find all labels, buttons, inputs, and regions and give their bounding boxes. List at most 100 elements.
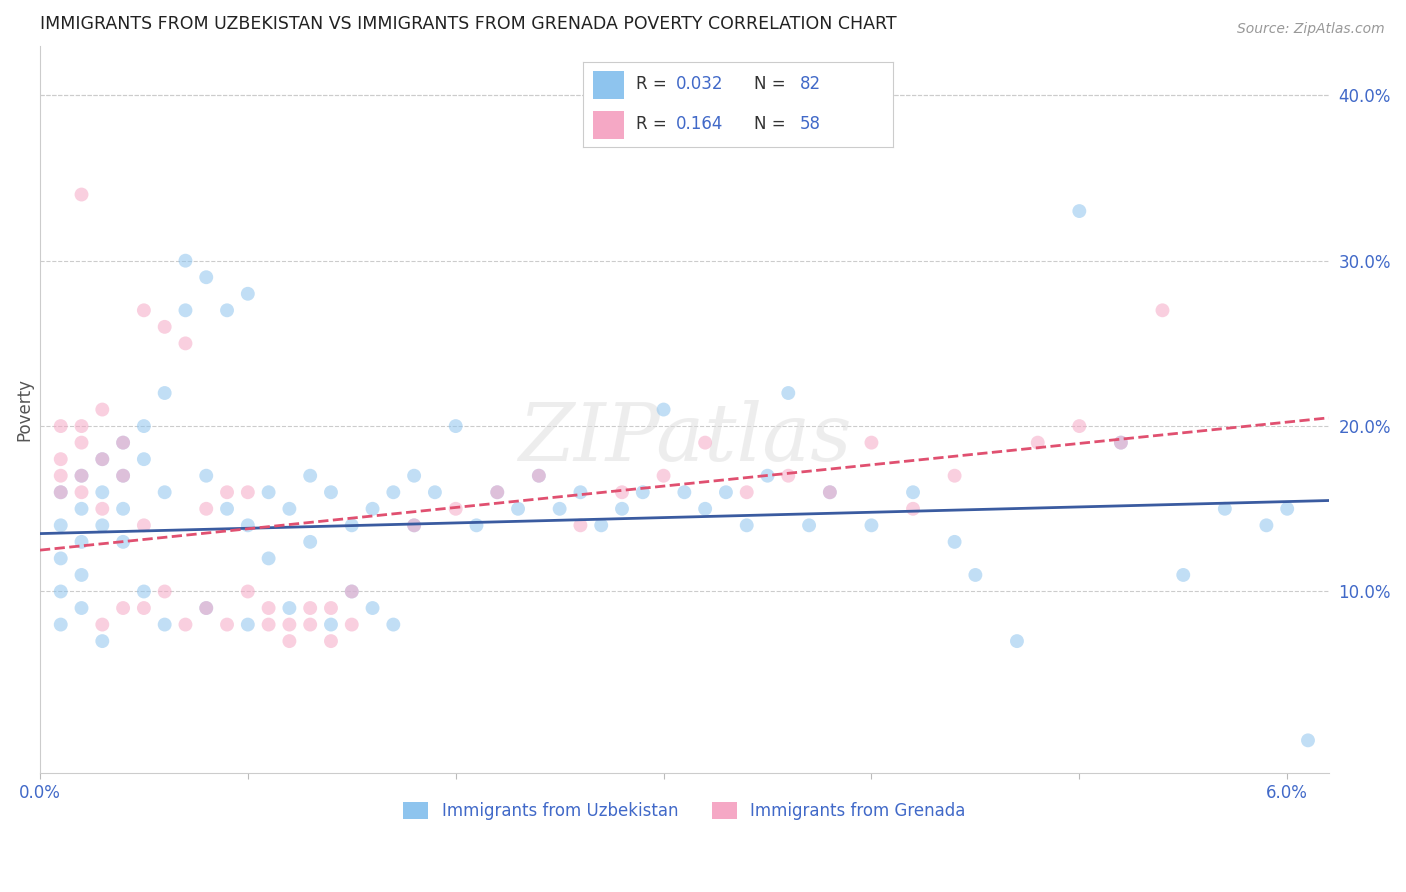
Point bbox=[174, 617, 197, 632]
Point bbox=[278, 601, 301, 615]
Point bbox=[735, 485, 758, 500]
Point bbox=[652, 468, 675, 483]
Point bbox=[91, 452, 114, 467]
Point bbox=[112, 601, 135, 615]
Text: N =: N = bbox=[754, 115, 790, 133]
Point bbox=[1005, 634, 1028, 648]
Point bbox=[860, 435, 883, 450]
Point bbox=[382, 485, 405, 500]
Point bbox=[1109, 435, 1132, 450]
Point bbox=[49, 518, 72, 533]
Point bbox=[797, 518, 820, 533]
Point bbox=[91, 634, 114, 648]
Text: N =: N = bbox=[754, 76, 790, 94]
Point bbox=[236, 485, 259, 500]
Point bbox=[382, 617, 405, 632]
Point bbox=[340, 584, 363, 599]
Point bbox=[1173, 568, 1195, 582]
Point bbox=[132, 601, 155, 615]
Text: 0.032: 0.032 bbox=[676, 76, 724, 94]
Text: R =: R = bbox=[636, 76, 672, 94]
Point bbox=[153, 485, 176, 500]
Point bbox=[299, 601, 322, 615]
Point bbox=[901, 501, 924, 516]
Point bbox=[49, 584, 72, 599]
FancyBboxPatch shape bbox=[593, 71, 624, 99]
Point bbox=[112, 468, 135, 483]
Point bbox=[278, 617, 301, 632]
Point bbox=[299, 534, 322, 549]
Point bbox=[404, 518, 426, 533]
Point bbox=[257, 601, 280, 615]
Point bbox=[278, 634, 301, 648]
Y-axis label: Poverty: Poverty bbox=[15, 378, 32, 441]
Point bbox=[91, 501, 114, 516]
Point bbox=[735, 518, 758, 533]
Point bbox=[153, 319, 176, 334]
Point bbox=[756, 468, 779, 483]
Point bbox=[195, 468, 218, 483]
Point bbox=[49, 617, 72, 632]
Point bbox=[778, 468, 800, 483]
Point bbox=[49, 452, 72, 467]
Point bbox=[860, 518, 883, 533]
Point bbox=[299, 468, 322, 483]
Point bbox=[943, 468, 966, 483]
Text: R =: R = bbox=[636, 115, 672, 133]
Point bbox=[132, 584, 155, 599]
Point bbox=[49, 419, 72, 434]
Point bbox=[174, 336, 197, 351]
Point bbox=[70, 601, 93, 615]
Point bbox=[1296, 733, 1319, 747]
Point bbox=[901, 485, 924, 500]
Point bbox=[591, 518, 613, 533]
Text: IMMIGRANTS FROM UZBEKISTAN VS IMMIGRANTS FROM GRENADA POVERTY CORRELATION CHART: IMMIGRANTS FROM UZBEKISTAN VS IMMIGRANTS… bbox=[39, 15, 897, 33]
Point bbox=[132, 518, 155, 533]
Point bbox=[132, 452, 155, 467]
Point bbox=[91, 518, 114, 533]
Point bbox=[70, 187, 93, 202]
Point bbox=[195, 601, 218, 615]
Point bbox=[818, 485, 841, 500]
Point bbox=[943, 534, 966, 549]
Point bbox=[610, 485, 633, 500]
Legend: Immigrants from Uzbekistan, Immigrants from Grenada: Immigrants from Uzbekistan, Immigrants f… bbox=[396, 796, 972, 827]
Point bbox=[70, 468, 93, 483]
Point bbox=[49, 485, 72, 500]
Point bbox=[174, 303, 197, 318]
Point bbox=[195, 270, 218, 285]
Point bbox=[215, 485, 238, 500]
Point bbox=[319, 634, 342, 648]
Point bbox=[548, 501, 571, 516]
Point bbox=[319, 485, 342, 500]
Text: Source: ZipAtlas.com: Source: ZipAtlas.com bbox=[1237, 22, 1385, 37]
Text: 58: 58 bbox=[800, 115, 821, 133]
Point bbox=[153, 617, 176, 632]
Point bbox=[527, 468, 550, 483]
Point bbox=[70, 534, 93, 549]
Point bbox=[70, 468, 93, 483]
Point bbox=[404, 468, 426, 483]
Point bbox=[444, 501, 467, 516]
Point bbox=[486, 485, 509, 500]
Point bbox=[444, 419, 467, 434]
Point bbox=[132, 303, 155, 318]
Point bbox=[319, 601, 342, 615]
FancyBboxPatch shape bbox=[593, 111, 624, 139]
Point bbox=[70, 485, 93, 500]
Point bbox=[70, 568, 93, 582]
Point bbox=[112, 468, 135, 483]
Point bbox=[195, 501, 218, 516]
Point bbox=[465, 518, 488, 533]
Point bbox=[91, 452, 114, 467]
Point bbox=[112, 435, 135, 450]
Point bbox=[1069, 204, 1091, 219]
Point bbox=[215, 617, 238, 632]
Text: 0.164: 0.164 bbox=[676, 115, 724, 133]
Point bbox=[70, 419, 93, 434]
Point bbox=[299, 617, 322, 632]
Point bbox=[673, 485, 696, 500]
Point bbox=[1026, 435, 1049, 450]
Point bbox=[174, 253, 197, 268]
Point bbox=[153, 584, 176, 599]
